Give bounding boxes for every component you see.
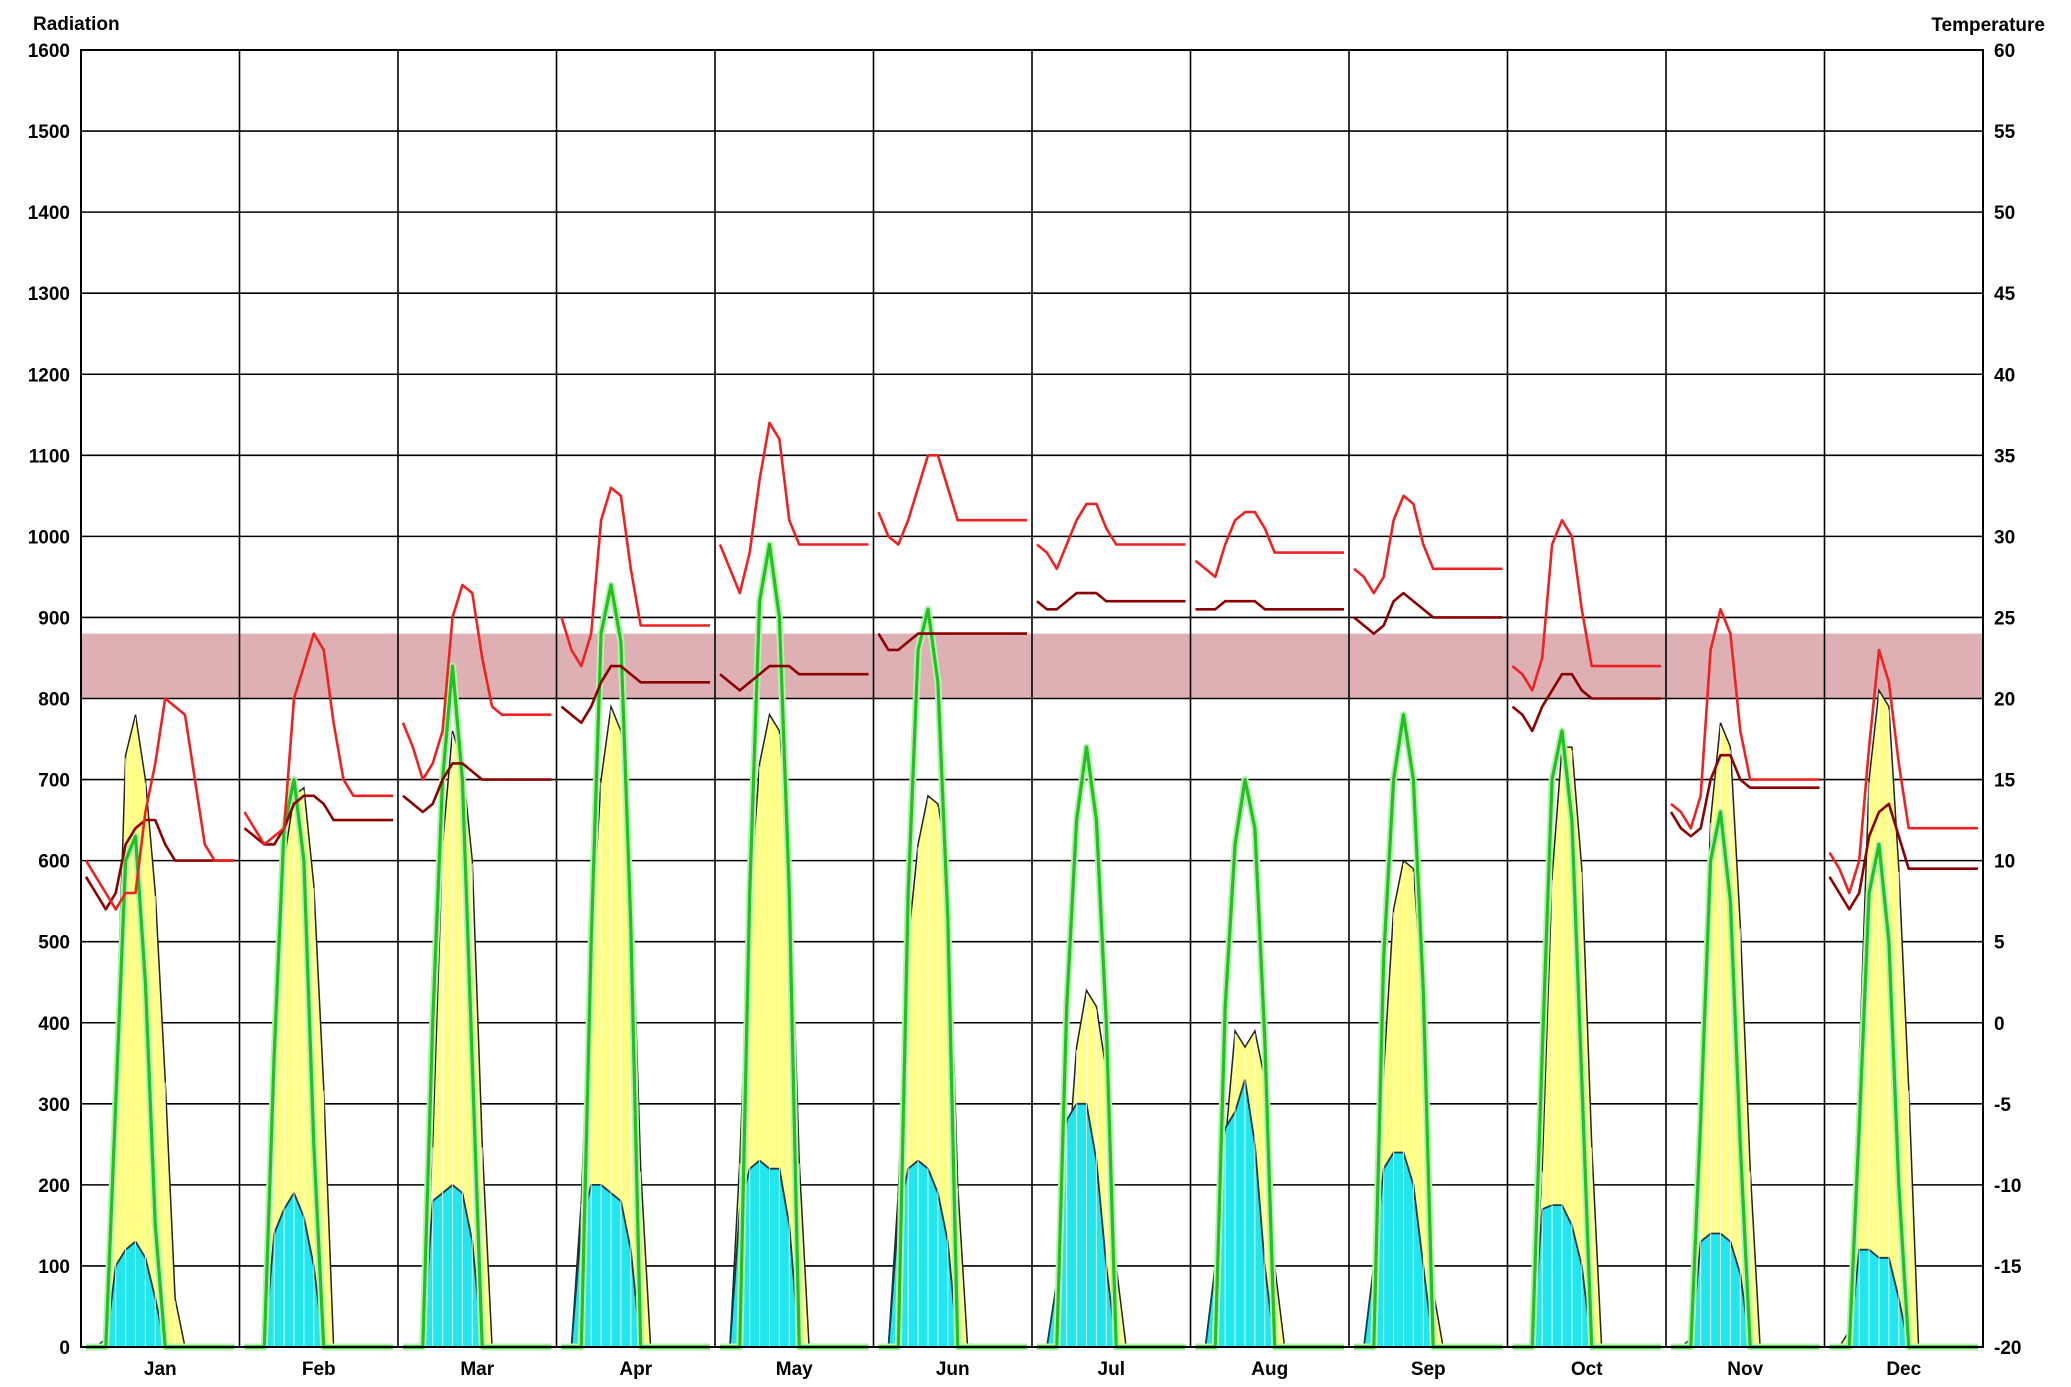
max-temperature-line <box>1194 510 1344 579</box>
left-tick-label: 800 <box>38 690 70 711</box>
right-tick-label: 0 <box>1994 1014 2005 1035</box>
left-tick-label: 1300 <box>28 284 70 305</box>
max-temperature-line <box>718 421 869 595</box>
max-temperature-line <box>1353 494 1503 595</box>
right-axis-title: Temperature <box>1931 15 2045 36</box>
avg-temperature-line <box>1036 591 1186 611</box>
month-label: Apr <box>619 1359 652 1380</box>
left-tick-label: 1100 <box>29 446 70 467</box>
avg-temperature-line <box>1511 672 1661 733</box>
right-tick-label: 40 <box>1994 365 2015 386</box>
left-tick-label: 1500 <box>28 122 70 143</box>
avg-temperature-line <box>719 664 869 692</box>
max-temperature-line <box>877 453 1027 546</box>
left-tick-label: 1200 <box>28 365 70 386</box>
avg-temperature-line <box>1669 753 1820 838</box>
avg-temperature-line <box>1195 599 1344 611</box>
month-label: Oct <box>1571 1359 1603 1380</box>
left-axis-title: Radiation <box>33 14 120 35</box>
avg-temperature-line <box>1828 802 1978 911</box>
left-tick-label: 100 <box>38 1257 70 1278</box>
month-label: Aug <box>1251 1359 1288 1380</box>
right-tick-label: 55 <box>1994 122 2016 143</box>
max-temperature-line <box>243 632 393 846</box>
left-tick-label: 600 <box>38 852 70 873</box>
right-tick-label: 10 <box>1994 852 2015 873</box>
right-tick-label: 45 <box>1994 284 2016 305</box>
left-tick-label: 200 <box>38 1176 70 1197</box>
month-label: Nov <box>1727 1359 1763 1380</box>
right-tick-label: -15 <box>1994 1257 2022 1278</box>
max-temperature-line <box>401 583 552 781</box>
line-series-layer <box>84 421 1978 911</box>
avg-temperature-line <box>877 632 1027 652</box>
month-label: May <box>776 1359 813 1380</box>
avg-temperature-line <box>243 794 393 846</box>
right-tick-label: -20 <box>1994 1338 2021 1359</box>
right-tick-label: 15 <box>1994 771 2016 792</box>
month-label: Jan <box>144 1359 177 1380</box>
left-tick-label: 1400 <box>28 203 70 224</box>
avg-temperature-line <box>402 762 552 814</box>
left-tick-label: 500 <box>38 933 70 954</box>
max-temperature-line <box>560 486 710 668</box>
left-tick-label: 1600 <box>28 41 70 62</box>
right-tick-label: 5 <box>1994 933 2005 954</box>
max-temperature-line <box>1670 607 1820 830</box>
right-tick-label: 60 <box>1994 41 2015 62</box>
right-tick-label: 30 <box>1994 527 2015 548</box>
left-tick-label: 900 <box>38 608 70 629</box>
left-tick-label: 0 <box>59 1338 70 1359</box>
max-temperature-line <box>1511 518 1661 692</box>
left-tick-label: 700 <box>38 771 70 792</box>
avg-temperature-line <box>1353 591 1503 635</box>
month-label: Feb <box>302 1359 336 1380</box>
left-tick-label: 1000 <box>28 527 70 548</box>
right-tick-label: 25 <box>1994 608 2016 629</box>
max-temperature-line <box>1036 502 1186 571</box>
month-label: Sep <box>1411 1359 1446 1380</box>
left-tick-label: 300 <box>38 1095 70 1116</box>
month-label: Jul <box>1098 1359 1125 1380</box>
max-temperature-line <box>1828 648 1978 895</box>
right-tick-label: 20 <box>1994 690 2015 711</box>
month-label: Dec <box>1886 1359 1921 1380</box>
month-label: Mar <box>460 1359 494 1380</box>
axes-layer: 0100200300400500600700800900100011001200… <box>28 41 2022 1380</box>
right-tick-label: 35 <box>1994 446 2016 467</box>
max-temperature-line <box>84 697 235 911</box>
plot-border <box>80 49 1984 1348</box>
avg-temperature-line <box>560 664 710 725</box>
right-tick-label: -10 <box>1994 1176 2021 1197</box>
left-tick-label: 400 <box>38 1014 70 1035</box>
month-label: Jun <box>936 1359 970 1380</box>
right-tick-label: -5 <box>1994 1095 2011 1116</box>
right-tick-label: 50 <box>1994 203 2015 224</box>
